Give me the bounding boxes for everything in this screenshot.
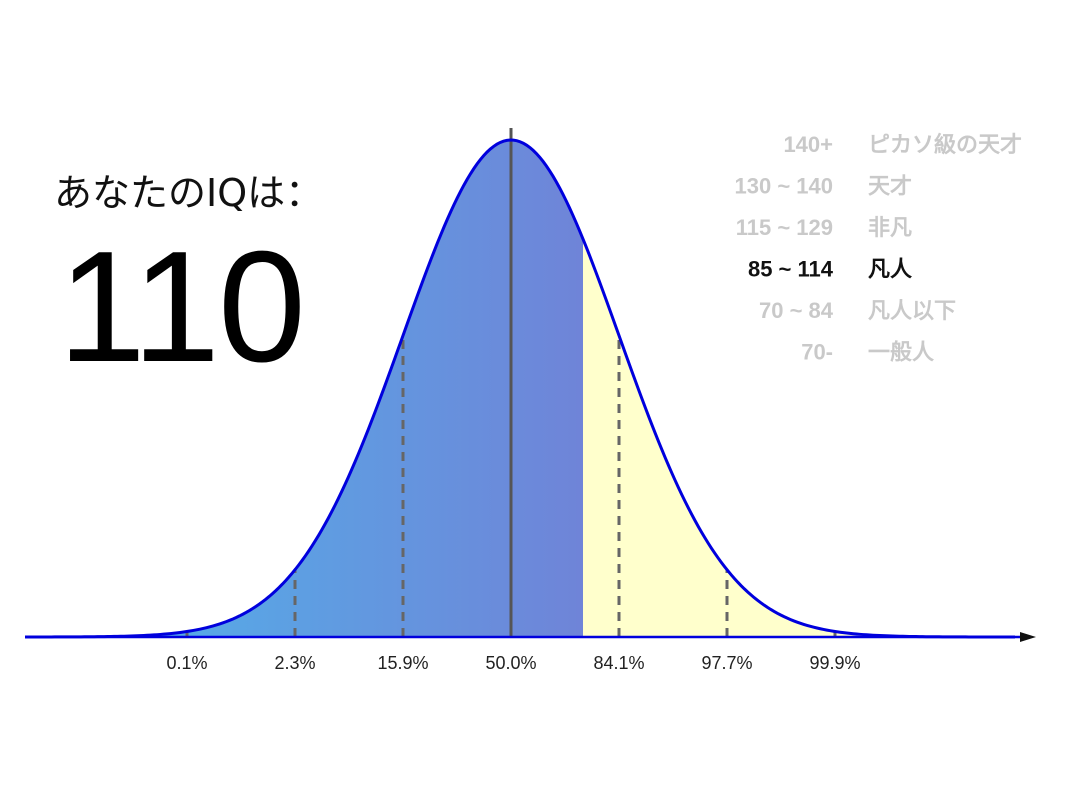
tick-label-2: 15.9% [377,653,428,673]
area-above-score [583,239,1015,637]
iq-legend: 140+ ピカソ級の天才 130 ~ 140 天才 115 ~ 129 非凡 85 ~ 11… [735,132,1023,366]
tick-label-0: 0.1% [166,653,207,673]
legend-range-3: 85 ~ 114 [748,257,834,282]
x-tick-labels: 0.1% 2.3% 15.9% 50.0% 84.1% 97.7% 99.9% [166,653,860,673]
area-below-score [25,140,583,637]
legend-label-1: 天才 [868,174,912,200]
result-prompt: あなたのIQは： [54,171,324,215]
legend-range-5: 70- [801,340,833,365]
legend-label-5: 一般人 [868,340,934,366]
legend-label-3: 凡人 [868,258,912,283]
legend-range-4: 70 ~ 84 [759,298,834,323]
iq-score: 110 [58,219,306,395]
legend-label-2: 非凡 [868,216,912,241]
legend-range-1: 130 ~ 140 [735,174,833,199]
legend-label-4: 凡人以下 [868,299,956,324]
legend-range-2: 115 ~ 129 [736,215,833,240]
tick-label-4: 84.1% [593,653,644,673]
x-axis-arrow [1020,632,1036,642]
tick-label-3: 50.0% [485,653,536,673]
plot-area [25,128,1036,642]
legend-range-0: 140+ [783,132,833,157]
bell-curve-line [25,138,1015,639]
tick-label-6: 99.9% [809,653,860,673]
legend-label-0: ピカソ級の天才 [868,132,1022,158]
tick-label-1: 2.3% [274,653,315,673]
tick-label-5: 97.7% [701,653,752,673]
